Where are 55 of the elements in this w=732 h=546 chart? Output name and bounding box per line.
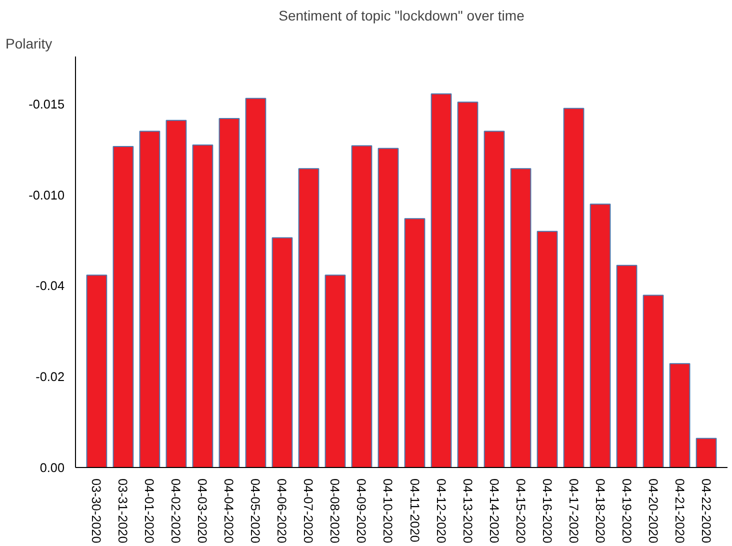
bar: [86, 274, 108, 468]
text: -0.02: [36, 370, 65, 384]
bar: [642, 294, 664, 468]
bar: [669, 363, 690, 468]
bar: [139, 130, 160, 468]
x-tick-label: 04-02-2020: [168, 478, 183, 544]
x-tick-label: 03-30-2020: [89, 478, 104, 544]
x-tick-label: 04-09-2020: [354, 478, 368, 544]
text: 0.00: [40, 461, 65, 475]
x-tick-label: 04-15-2020: [513, 478, 528, 544]
bar: [404, 218, 426, 468]
x-tick-label: 04-12-2020: [434, 478, 448, 544]
bar: [484, 130, 505, 468]
x-tick-label: 04-07-2020: [301, 478, 316, 544]
x-tick-label: 04-17-2020: [566, 478, 580, 544]
bar: [298, 168, 320, 468]
bar: [272, 237, 293, 468]
text: -0.010: [28, 188, 65, 202]
bar: [245, 98, 266, 468]
bar: [378, 148, 399, 468]
x-tick-label: 04-11-2020: [407, 478, 422, 542]
x-tick-label: 04-19-2020: [619, 478, 634, 544]
bar: [351, 145, 372, 468]
bar: [192, 144, 214, 468]
bar: [563, 108, 584, 468]
text: -0.015: [28, 97, 65, 112]
bar: [430, 93, 452, 468]
bar: [166, 120, 187, 468]
text: -0.04: [36, 279, 65, 294]
x-tick-label: 04-18-2020: [592, 478, 607, 544]
bar: [590, 204, 611, 468]
bar: [510, 168, 532, 468]
x-tick-label: 04-03-2020: [195, 478, 210, 544]
x-tick-label: 04-21-2020: [672, 478, 686, 544]
bar: [536, 230, 558, 468]
bar: [112, 146, 134, 468]
bar: [324, 274, 346, 468]
bar: [696, 438, 717, 468]
bar: [457, 102, 478, 468]
x-tick-label: 03-31-2020: [116, 478, 130, 544]
y-axis-title: Polarity: [6, 36, 52, 52]
x-tick-label: 04-10-2020: [380, 478, 395, 544]
x-tick-label: 04-20-2020: [646, 478, 660, 544]
x-tick-label: 04-14-2020: [486, 478, 501, 544]
chart-title: Sentiment of topic "lockdown" over time: [278, 8, 525, 24]
x-tick-label: 04-16-2020: [540, 478, 554, 544]
x-tick-label: 04-01-2020: [142, 478, 156, 544]
bar: [616, 264, 638, 468]
bar: [218, 118, 240, 468]
x-tick-label: 04-08-2020: [328, 478, 342, 544]
x-tick-label: 04-06-2020: [274, 478, 289, 544]
x-tick-label: 04-05-2020: [248, 478, 262, 544]
x-tick-label: 04-13-2020: [460, 478, 474, 544]
x-tick-label: 04-22-2020: [698, 478, 713, 544]
x-tick-label: 04-04-2020: [222, 478, 236, 544]
